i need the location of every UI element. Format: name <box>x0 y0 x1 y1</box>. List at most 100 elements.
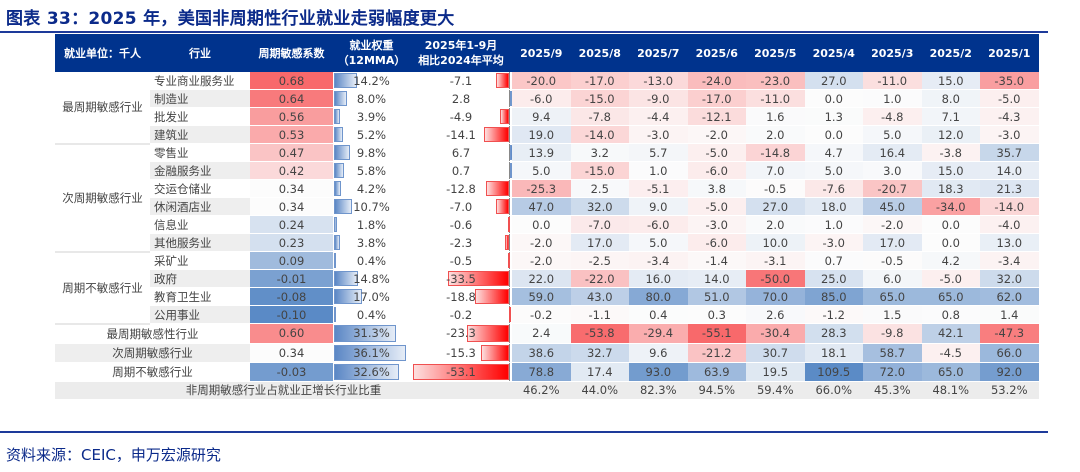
header-month: 2025/1 <box>980 34 1039 72</box>
weight-value: 5.2% <box>356 127 387 142</box>
month-cell: -4.0 <box>980 215 1039 234</box>
weight-value: 4.2% <box>356 181 387 196</box>
month-cell: -15.0 <box>570 161 629 180</box>
month-cell: -0.5 <box>863 251 922 270</box>
month-cell: 17.0 <box>570 233 629 252</box>
month-cell: -1.2 <box>804 305 863 324</box>
month-cell: -7.6 <box>804 179 863 198</box>
month-cell: -3.0 <box>804 233 863 252</box>
group-label: 次周期敏感行业 <box>55 143 150 253</box>
month-cell: 4.2 <box>921 251 980 270</box>
month-cell: -5.0 <box>687 197 746 216</box>
header-month: 2025/7 <box>629 34 688 72</box>
weight-cell: 3.9% <box>333 107 410 126</box>
month-cell: 59.0 <box>512 287 571 306</box>
header-change-line1: 2025年1-9月 <box>424 39 498 52</box>
month-cell: -2.0 <box>512 251 571 270</box>
month-cell: -6.0 <box>629 215 688 234</box>
coef-cell: -0.10 <box>250 305 333 324</box>
month-cell: 2.6 <box>746 305 805 324</box>
month-cell: -7.8 <box>570 107 629 126</box>
change-cell: -4.9 <box>410 107 512 126</box>
change-value: -53.1 <box>446 364 476 379</box>
month-cell: -2.5 <box>570 251 629 270</box>
weight-cell: 36.1% <box>333 343 410 363</box>
weight-bar <box>334 363 400 380</box>
coef-cell: 0.56 <box>250 107 333 126</box>
industry-name: 交运仓储业 <box>150 179 250 198</box>
header-month: 2025/2 <box>921 34 980 72</box>
coef-cell: 0.34 <box>250 197 333 216</box>
ratio-value: 53.2% <box>980 381 1039 400</box>
month-cell: 93.0 <box>629 362 688 382</box>
weight-value: 9.8% <box>356 145 387 160</box>
month-cell: 9.6 <box>629 343 688 363</box>
month-cell: -3.8 <box>921 143 980 162</box>
table-row: 公用事业 -0.10 0.4% -0.2 -0.2 -1.1 0.4 0.3 2.6 -1.2 1.… <box>55 305 1039 324</box>
month-cell: -5.0 <box>921 269 980 288</box>
header-weight-line2: （12MMA） <box>337 54 406 67</box>
month-cell: 27.0 <box>804 72 863 90</box>
industry-name: 零售业 <box>150 143 250 162</box>
coef-cell: 0.23 <box>250 233 333 252</box>
month-cell: 0.3 <box>687 305 746 324</box>
weight-cell: 17.0% <box>333 287 410 306</box>
month-cell: -3.0 <box>629 125 688 144</box>
change-axis <box>509 126 510 143</box>
month-cell: 70.0 <box>746 287 805 306</box>
coef-cell: 0.53 <box>250 125 333 144</box>
header-weight-line1: 就业权重 <box>349 39 394 52</box>
month-cell: 65.0 <box>863 287 922 306</box>
weight-value: 14.2% <box>353 73 390 88</box>
month-cell: -4.8 <box>863 107 922 126</box>
weight-cell: 4.2% <box>333 179 410 198</box>
month-cell: -24.0 <box>687 72 746 90</box>
month-cell: -23.0 <box>746 72 805 90</box>
month-cell: -12.1 <box>687 107 746 126</box>
month-cell: -6.0 <box>687 161 746 180</box>
month-cell: 72.0 <box>863 362 922 382</box>
industry-name: 公用事业 <box>150 305 250 324</box>
table-row: 最周期敏感行业 专业商业服务业 0.68 14.2% -7.1 -20.0 -17.0 -13… <box>55 72 1039 145</box>
month-cell: 14.0 <box>687 269 746 288</box>
month-cell: 109.5 <box>804 362 863 382</box>
weight-bar <box>334 307 336 322</box>
month-cell: -20.0 <box>512 72 571 90</box>
month-cell: -13.0 <box>629 72 688 90</box>
month-cell: 3.2 <box>570 143 629 162</box>
month-cell: 3.8 <box>687 179 746 198</box>
coef-cell: 0.42 <box>250 161 333 180</box>
figure-title: 图表 33：2025 年，美国非周期性行业就业走弱幅度更大 <box>6 9 455 29</box>
ratio-value: 44.0% <box>570 381 629 400</box>
month-cell: 62.0 <box>980 287 1039 306</box>
weight-cell: 1.8% <box>333 215 410 234</box>
month-cell: -5.1 <box>629 179 688 198</box>
month-cell: 38.6 <box>512 343 571 363</box>
coef-cell: 0.34 <box>250 343 333 363</box>
change-bar <box>485 181 509 196</box>
weight-value: 0.4% <box>356 253 387 268</box>
month-cell: 1.6 <box>746 107 805 126</box>
month-cell: -4.3 <box>980 107 1039 126</box>
month-cell: -1.4 <box>687 251 746 270</box>
month-cell: 28.3 <box>804 323 863 344</box>
month-cell: 1.0 <box>629 161 688 180</box>
month-cell: 21.3 <box>980 179 1039 198</box>
weight-value: 10.7% <box>353 199 390 214</box>
month-cell: -14.0 <box>980 197 1039 216</box>
month-cell: 7.1 <box>921 107 980 126</box>
change-axis <box>509 144 510 161</box>
month-cell: 45.0 <box>863 197 922 216</box>
weight-cell: 8.0% <box>333 89 410 108</box>
weight-bar <box>334 181 341 196</box>
month-cell: 2.4 <box>512 323 571 344</box>
header-coef: 周期敏感系数 <box>250 34 333 72</box>
ratio-label: 非周期敏感行业占就业正增长行业比重 <box>55 381 512 400</box>
change-axis <box>509 270 510 287</box>
month-cell: 51.0 <box>687 287 746 306</box>
change-cell: -0.5 <box>410 251 512 270</box>
month-cell: 5.0 <box>512 161 571 180</box>
month-cell: 22.0 <box>512 269 571 288</box>
change-bar <box>496 199 509 214</box>
change-axis <box>509 343 510 362</box>
